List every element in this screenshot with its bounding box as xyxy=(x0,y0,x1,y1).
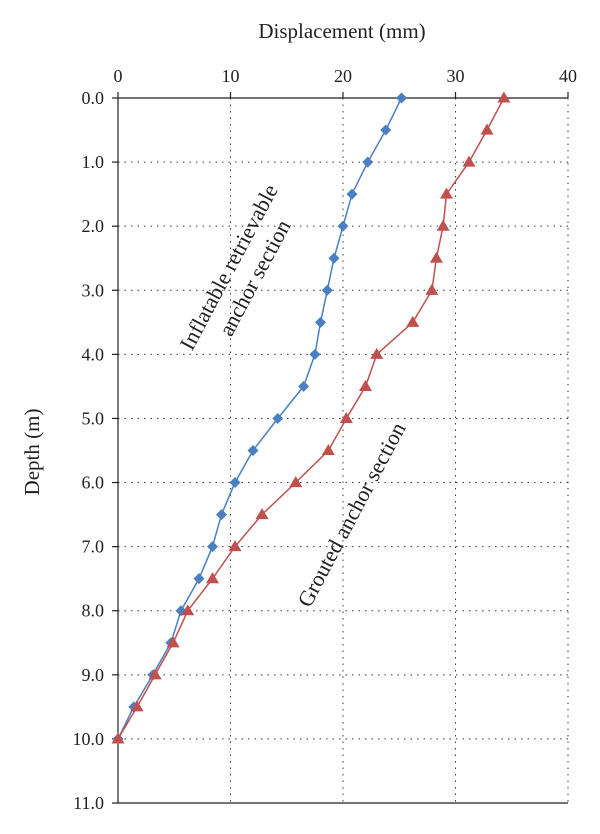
series-1-point-18 xyxy=(148,668,162,680)
axes xyxy=(112,92,569,804)
y-tick-label-7: 7.0 xyxy=(82,537,105,557)
series-1-point-2 xyxy=(462,155,476,167)
y-tick-label-1: 1.0 xyxy=(82,152,105,172)
series-1-point-11 xyxy=(321,444,335,456)
series-0-point-6 xyxy=(321,284,333,296)
tick-labels: 0 10 20 30 40 0.0 1.0 2.0 3.0 4.0 5.0 6.0 7.0 8.0 9.0 1… xyxy=(73,66,578,813)
y-tick-label-3: 3.0 xyxy=(82,280,105,300)
series-0-point-2 xyxy=(362,156,374,168)
series-1-point-6 xyxy=(425,283,439,295)
y-tick-label-5: 5.0 xyxy=(82,408,105,428)
y-tick-label-10: 10.0 xyxy=(73,729,105,749)
y-tick-label-6: 6.0 xyxy=(82,473,105,493)
series-1-point-9 xyxy=(359,379,372,391)
series-1-point-10 xyxy=(339,411,353,424)
series-1-point-14 xyxy=(228,540,242,552)
series-0-point-1 xyxy=(380,124,392,136)
series-1-point-16 xyxy=(181,604,195,616)
y-tick-label-9: 9.0 xyxy=(82,665,105,685)
x-tick-label-3: 30 xyxy=(447,66,465,86)
series-0-point-8 xyxy=(309,348,321,360)
series-1-point-12 xyxy=(289,476,303,488)
series-1-point-7 xyxy=(406,315,420,327)
y-tick-label-4: 4.0 xyxy=(82,344,105,364)
x-axis-title: Displacement (mm) xyxy=(258,19,425,43)
y-tick-label-0: 0.0 xyxy=(82,88,105,108)
grid xyxy=(118,98,569,803)
series-0-point-15 xyxy=(193,573,205,585)
series-1-point-13 xyxy=(255,508,269,520)
series-1-point-17 xyxy=(166,636,180,648)
series-1-point-1 xyxy=(480,123,494,135)
series-1-point-0 xyxy=(497,91,511,103)
series-0-point-5 xyxy=(328,252,340,264)
series-0-point-11 xyxy=(247,445,259,456)
series-1-point-8 xyxy=(370,347,384,359)
series-1-point-20 xyxy=(111,732,125,744)
series-0-point-14 xyxy=(207,541,218,553)
series-0-point-13 xyxy=(216,509,227,521)
series-0-point-3 xyxy=(346,188,358,200)
y-tick-label-11: 11.0 xyxy=(73,793,104,813)
series-0-point-0 xyxy=(396,92,407,104)
series-1-point-19 xyxy=(130,700,144,712)
series-0-point-9 xyxy=(298,380,310,392)
x-tick-label-2: 20 xyxy=(334,66,352,86)
series-1 xyxy=(111,91,511,744)
series-0-point-10 xyxy=(272,412,284,424)
y-tick-label-2: 2.0 xyxy=(82,216,105,236)
series-1-point-15 xyxy=(206,572,219,584)
series-0-point-7 xyxy=(315,316,326,328)
series-1-point-3 xyxy=(440,187,453,199)
x-tick-label-0: 0 xyxy=(114,66,123,86)
x-tick-label-1: 10 xyxy=(222,66,240,86)
annotation-inflatable: Inflatable retrievable anchor section xyxy=(174,175,310,367)
y-tick-label-8: 8.0 xyxy=(82,601,105,621)
series xyxy=(111,91,511,745)
series-1-point-5 xyxy=(429,251,443,263)
series-0-point-4 xyxy=(337,220,349,232)
x-tick-label-4: 40 xyxy=(559,66,577,86)
y-axis-title: Depth (m) xyxy=(20,409,44,496)
series-1-point-4 xyxy=(436,219,450,231)
annotation-grouted: Grouted anchor section xyxy=(292,418,410,611)
series-0-point-12 xyxy=(229,477,241,489)
